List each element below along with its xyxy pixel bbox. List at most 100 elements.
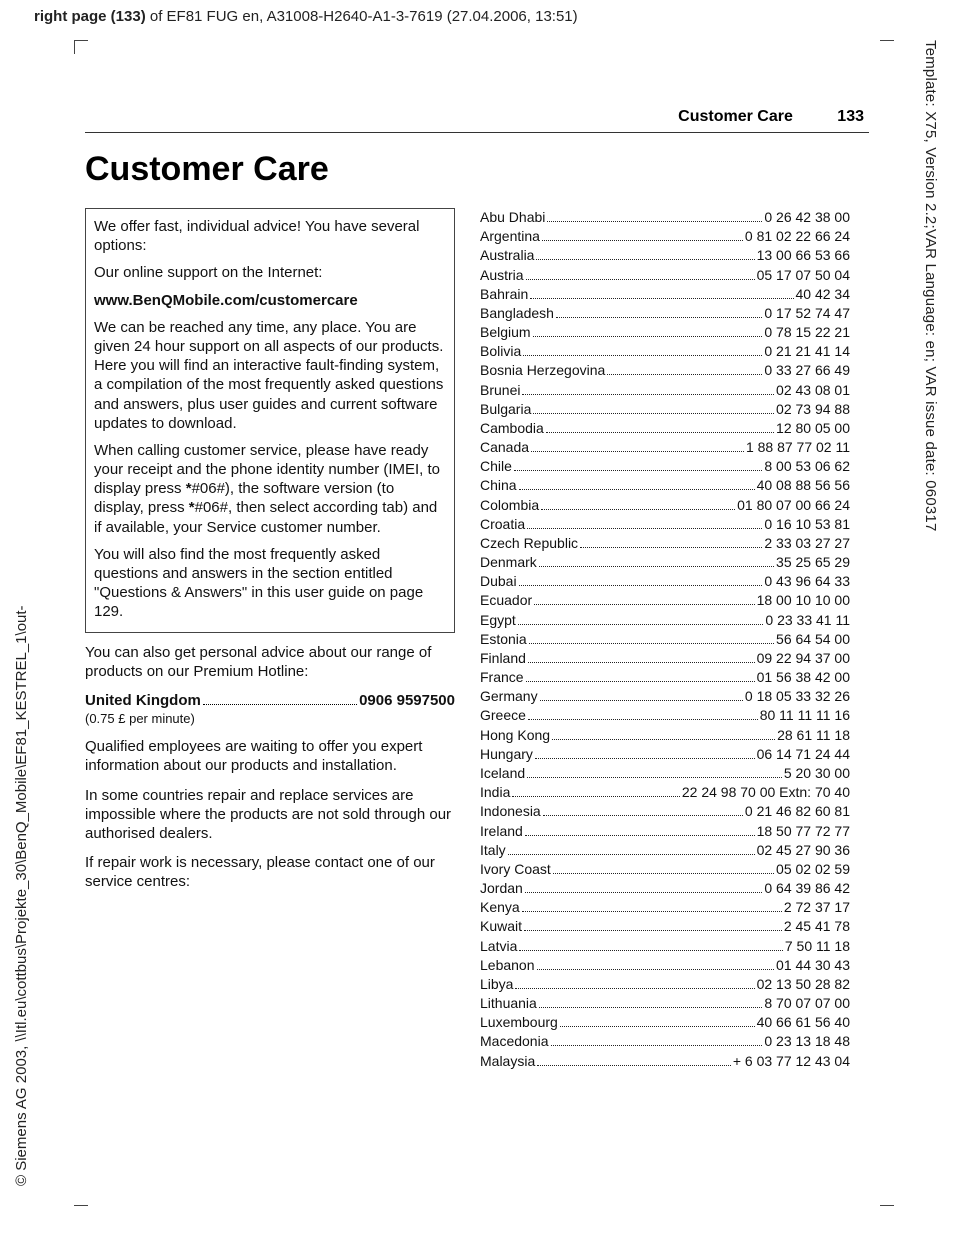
country-phone: 13 00 66 53 66 [757,246,850,265]
country-name: Malaysia [480,1052,535,1071]
country-row: China 40 08 88 56 56 [480,476,850,495]
leader-dots [531,439,744,452]
country-row: Hungary06 14 71 24 44 [480,745,850,764]
leader-dots [543,803,743,816]
country-phone: 02 43 08 01 [776,381,850,400]
country-name: Germany [480,687,538,706]
country-name: Dubai [480,572,517,591]
country-phone: 02 45 27 90 36 [757,841,850,860]
country-phone: 2 72 37 17 [784,898,850,917]
country-name: Greece [480,706,526,725]
country-row: Cambodia12 80 05 00 [480,419,850,438]
country-phone: 40 08 88 56 56 [757,476,850,495]
country-row: Croatia0 16 10 53 81 [480,515,850,534]
country-name: Cambodia [480,419,544,438]
country-phone: 7 50 11 18 [785,937,850,956]
leader-dots [527,765,782,778]
country-name: Chile [480,457,512,476]
country-row: Egypt0 23 33 41 11 [480,611,850,630]
country-phone: 0 21 46 82 60 81 [745,802,850,821]
country-row: Greece 80 11 11 11 16 [480,706,850,725]
country-phone: 56 64 54 00 [776,630,850,649]
leader-dots [524,918,782,931]
leader-dots [526,669,755,682]
leader-dots [508,842,755,855]
country-name: Ivory Coast [480,860,551,879]
country-name: China [480,476,517,495]
service-centre-list: Abu Dhabi0 26 42 38 00Argentina0 81 02 2… [480,208,850,1071]
country-row: Malaysia+ 6 03 77 12 43 04 [480,1052,850,1071]
country-name: Kuwait [480,917,522,936]
leader-dots [552,727,775,740]
country-name: Denmark [480,553,537,572]
country-row: Estonia 56 64 54 00 [480,630,850,649]
country-row: Hong Kong28 61 11 18 [480,726,850,745]
country-row: Jordan0 64 39 86 42 [480,879,850,898]
leader-dots [522,899,782,912]
country-row: Ireland18 50 77 72 77 [480,822,850,841]
country-row: Kuwait2 45 41 78 [480,917,850,936]
country-name: Estonia [480,630,527,649]
country-name: Latvia [480,937,517,956]
info-box: We offer fast, individual advice! You ha… [85,208,455,633]
body-paragraph: If repair work is necessary, please cont… [85,853,455,891]
country-phone: 05 02 02 59 [776,860,850,879]
leader-dots [203,691,357,706]
country-row: Chile8 00 53 06 62 [480,457,850,476]
country-phone: 0 64 39 86 42 [764,879,850,898]
country-name: Bolivia [480,342,521,361]
country-phone: 18 00 10 10 00 [757,591,850,610]
country-row: Ivory Coast 05 02 02 59 [480,860,850,879]
country-row: Australia13 00 66 53 66 [480,246,850,265]
country-phone: 01 44 30 43 [776,956,850,975]
leader-dots [533,401,774,414]
country-name: Bosnia Herzegovina [480,361,605,380]
country-row: Colombia01 80 07 00 66 24 [480,496,850,515]
crop-mark [74,40,88,41]
country-row: Bosnia Herzegovina 0 33 27 66 49 [480,361,850,380]
country-name: Indonesia [480,802,541,821]
country-phone: 0 43 96 64 33 [764,572,850,591]
country-phone: 1 88 87 77 02 11 [746,438,850,457]
running-head-title: Customer Care [678,108,793,125]
country-row: Macedonia0 23 13 18 48 [480,1032,850,1051]
country-row: Canada1 88 87 77 02 11 [480,438,850,457]
country-row: Denmark35 25 65 29 [480,553,850,572]
country-row: Lithuania8 70 07 07 00 [480,994,850,1013]
leader-dots [539,554,774,567]
divider [85,132,869,133]
leader-dots [527,516,762,529]
country-row: Czech Republic2 33 03 27 27 [480,534,850,553]
page-meta-rest: of EF81 FUG en, A31008-H2640-A1-3-7619 (… [146,8,578,25]
box-paragraph: When calling customer service, please ha… [94,441,446,537]
running-head: Customer Care 133 [678,108,864,126]
country-row: Bahrain40 42 34 [480,285,850,304]
country-name: Bahrain [480,285,528,304]
country-name: Argentina [480,227,540,246]
leader-dots [535,746,755,759]
country-row: Latvia 7 50 11 18 [480,937,850,956]
page-meta-prefix: right page (133) [34,8,146,25]
country-phone: 0 16 10 53 81 [764,515,850,534]
hotline-country: United Kingdom [85,691,201,710]
country-row: Belgium0 78 15 22 21 [480,323,850,342]
country-row: Libya02 13 50 28 82 [480,975,850,994]
country-name: Colombia [480,496,539,515]
country-name: Belgium [480,323,531,342]
country-phone: 2 33 03 27 27 [764,534,850,553]
country-phone: 0 33 27 66 49 [764,361,850,380]
leader-dots [523,343,762,356]
country-row: Indonesia 0 21 46 82 60 81 [480,802,850,821]
country-name: Egypt [480,611,516,630]
country-phone: 0 81 02 22 66 24 [745,227,850,246]
country-phone: 01 56 38 42 00 [757,668,850,687]
country-phone: 06 14 71 24 44 [757,745,850,764]
leader-dots [547,209,762,222]
box-paragraph: We offer fast, individual advice! You ha… [94,217,446,255]
country-row: Dubai 0 43 96 64 33 [480,572,850,591]
country-phone: 22 24 98 70 00 Extn: 70 40 [682,783,850,802]
country-name: Ecuador [480,591,532,610]
country-phone: 80 11 11 11 16 [760,706,850,725]
leader-dots [553,861,774,874]
body-paragraph: You can also get personal advice about o… [85,643,455,681]
